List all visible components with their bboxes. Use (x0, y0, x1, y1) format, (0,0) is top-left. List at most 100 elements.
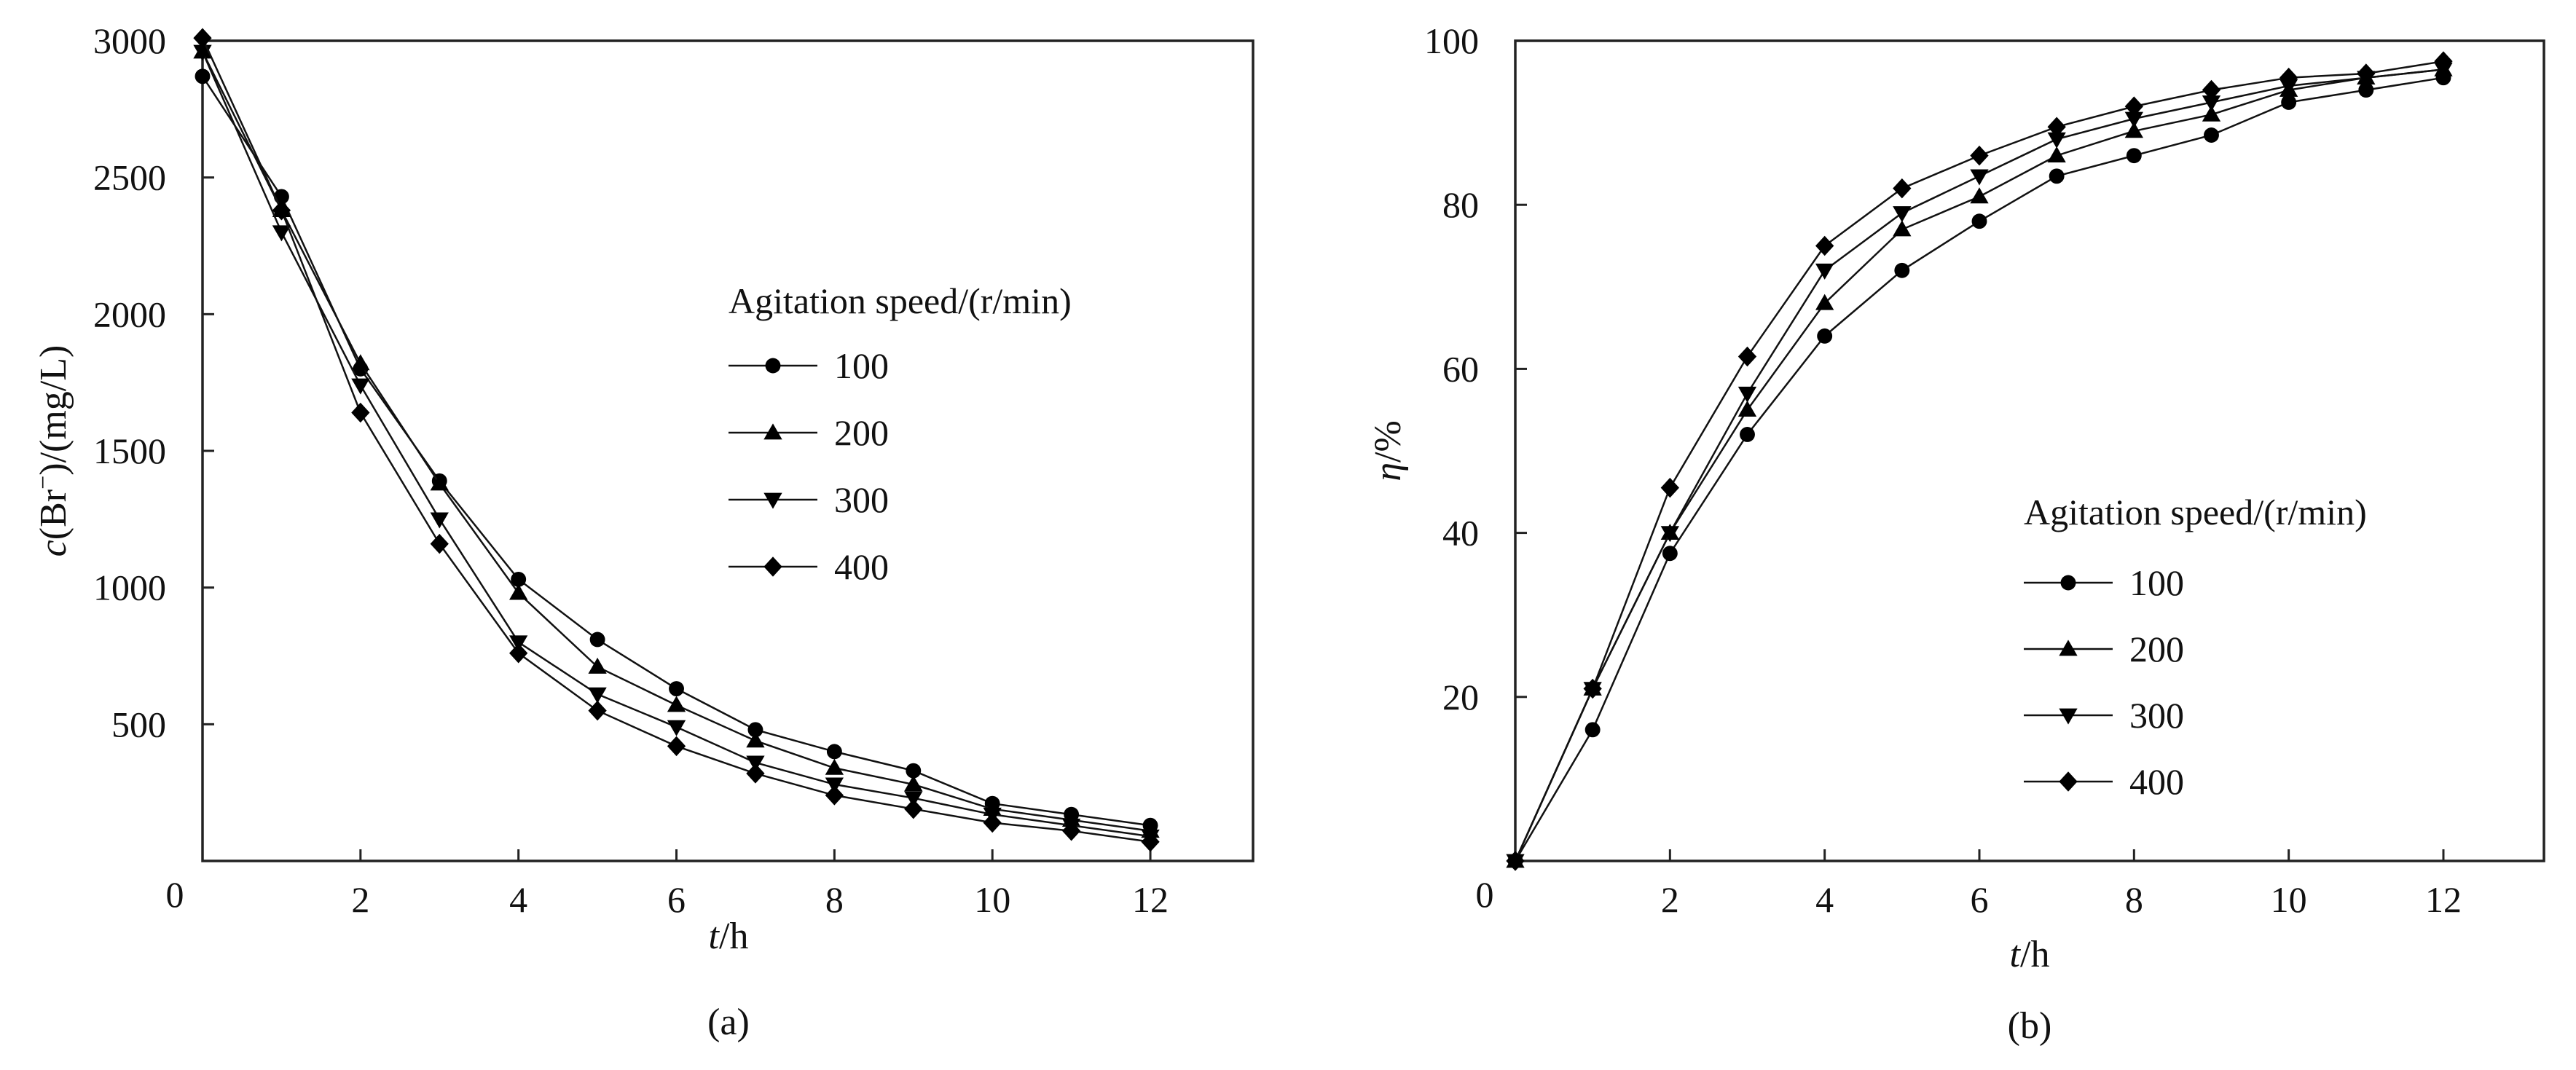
series-100 (1507, 70, 2451, 869)
series-200-point (351, 354, 370, 371)
panel-b-caption: (b) (2008, 1005, 2052, 1047)
panel-b-y-axis-label-variable: η (1367, 463, 1409, 481)
series-200-point (1970, 187, 1989, 204)
legend-label-300: 300 (834, 479, 889, 520)
series-100-point (906, 763, 922, 779)
panel-b-origin-label: 0 (1476, 874, 1494, 915)
panel-a-series-group (193, 28, 1160, 852)
series-400-point (430, 533, 449, 554)
series-400-point (193, 28, 212, 48)
legend-marker-400 (2059, 771, 2078, 792)
series-400-point (904, 798, 923, 819)
x-tick-label: 12 (1132, 879, 1169, 920)
y-tick-label: 1000 (93, 567, 166, 608)
series-400-point (2047, 117, 2066, 137)
legend-label-100: 100 (2129, 562, 2184, 603)
series-400-point (1061, 820, 1081, 841)
series-100-point (1971, 213, 1987, 229)
series-400-point (1583, 678, 1602, 699)
series-100-point (669, 681, 684, 696)
series-200-point (2202, 105, 2221, 122)
legend-marker-200 (2059, 640, 2078, 656)
series-200-point (746, 731, 765, 748)
series-400-point (1506, 851, 1525, 871)
series-400-point (588, 700, 607, 721)
panel-a-x-axis-label-unit: /h (719, 916, 748, 957)
series-400-point (1970, 145, 1989, 166)
panel-a-x-axis-label-variable: t (709, 916, 720, 957)
series-100-point (511, 571, 527, 587)
series-100-point (747, 722, 763, 738)
panel-b-legend: Agitation speed/(r/min) 100 200 300 400 (2024, 492, 2367, 802)
series-200-point (1737, 401, 1757, 417)
series-300-point (351, 378, 370, 395)
x-tick-label: 4 (1815, 879, 1834, 920)
series-300-point (1815, 263, 1834, 280)
series-400-point (1660, 477, 1679, 498)
panel-a-legend-title: Agitation speed/(r/min) (729, 280, 1072, 321)
x-tick-label: 12 (2425, 879, 2462, 920)
series-300-point (667, 720, 686, 736)
series-400-point (2202, 79, 2221, 101)
series-100-point (1585, 722, 1601, 738)
series-300-point (1660, 526, 1679, 543)
legend-entry-200: 200 (2024, 629, 2184, 669)
series-200-point (904, 775, 923, 792)
legend-marker-200 (763, 423, 782, 440)
panel-b-y-axis-label-unit: /% (1367, 420, 1409, 463)
legend-marker-300 (763, 492, 782, 509)
series-400-point (1737, 346, 1757, 367)
series-300-point (272, 225, 291, 242)
legend-label-400: 400 (2129, 761, 2184, 802)
series-400-point (1815, 235, 1834, 256)
legend-entry-400: 400 (729, 546, 889, 587)
series-400-point (509, 642, 528, 664)
series-100-point (2204, 127, 2219, 143)
panel-a-y-axis-label-charge: − (30, 476, 57, 489)
series-200-point (430, 474, 449, 491)
series-100-point (1662, 546, 1678, 562)
series-200-point (667, 696, 686, 712)
series-400-point (1141, 831, 1160, 852)
series-400-point (2279, 67, 2298, 88)
series-100-point (2049, 168, 2065, 184)
series-400-point (351, 402, 370, 423)
panel-a-y-axis-label-variable: c (33, 540, 74, 556)
panel-a-legend: Agitation speed/(r/min) 100 200 300 400 (729, 280, 1072, 587)
panel-a-origin-label: 0 (166, 874, 184, 915)
series-400-point (1893, 178, 1912, 199)
panel-a-y-axis-label: c(Br−)/(mg/L) (30, 345, 74, 557)
y-tick-label: 500 (111, 704, 166, 744)
legend-entry-300: 300 (729, 479, 889, 520)
series-200-point (2047, 146, 2066, 162)
legend-entry-400: 400 (2024, 761, 2184, 802)
series-200-point (588, 657, 607, 674)
panel-b-x-axis-label: t/h (2010, 934, 2050, 975)
series-300-point (588, 687, 607, 704)
y-tick-label: 1500 (93, 430, 166, 471)
panel-b-y-axis-label: η/% (1367, 420, 1409, 481)
y-tick-label: 20 (1442, 677, 1479, 717)
series-100-point (2126, 148, 2142, 164)
x-tick-label: 2 (1661, 879, 1679, 920)
series-100-point (1894, 262, 1910, 278)
series-300-point (2124, 111, 2143, 128)
series-100-point (1817, 328, 1833, 344)
series-400-point (667, 736, 686, 757)
y-tick-label: 2000 (93, 294, 166, 334)
series-300-point (1893, 206, 1912, 223)
panel-a-axes: 0 2 4 6 8 10 12 500 1000 1500 2000 2500 3000 (93, 20, 1169, 920)
x-tick-label: 10 (974, 879, 1010, 920)
panel-a-caption: (a) (707, 1002, 750, 1043)
series-200-point (1815, 294, 1834, 310)
legend-entry-100: 100 (2024, 562, 2184, 603)
series-100-point (195, 68, 211, 84)
legend-entry-100: 100 (729, 345, 889, 386)
series-400-point (825, 785, 844, 806)
panel-b-legend-title: Agitation speed/(r/min) (2024, 492, 2367, 532)
legend-marker-100 (765, 358, 781, 374)
series-200-point (1893, 220, 1912, 237)
y-tick-label: 40 (1442, 513, 1479, 554)
y-tick-label: 100 (1424, 20, 1479, 61)
